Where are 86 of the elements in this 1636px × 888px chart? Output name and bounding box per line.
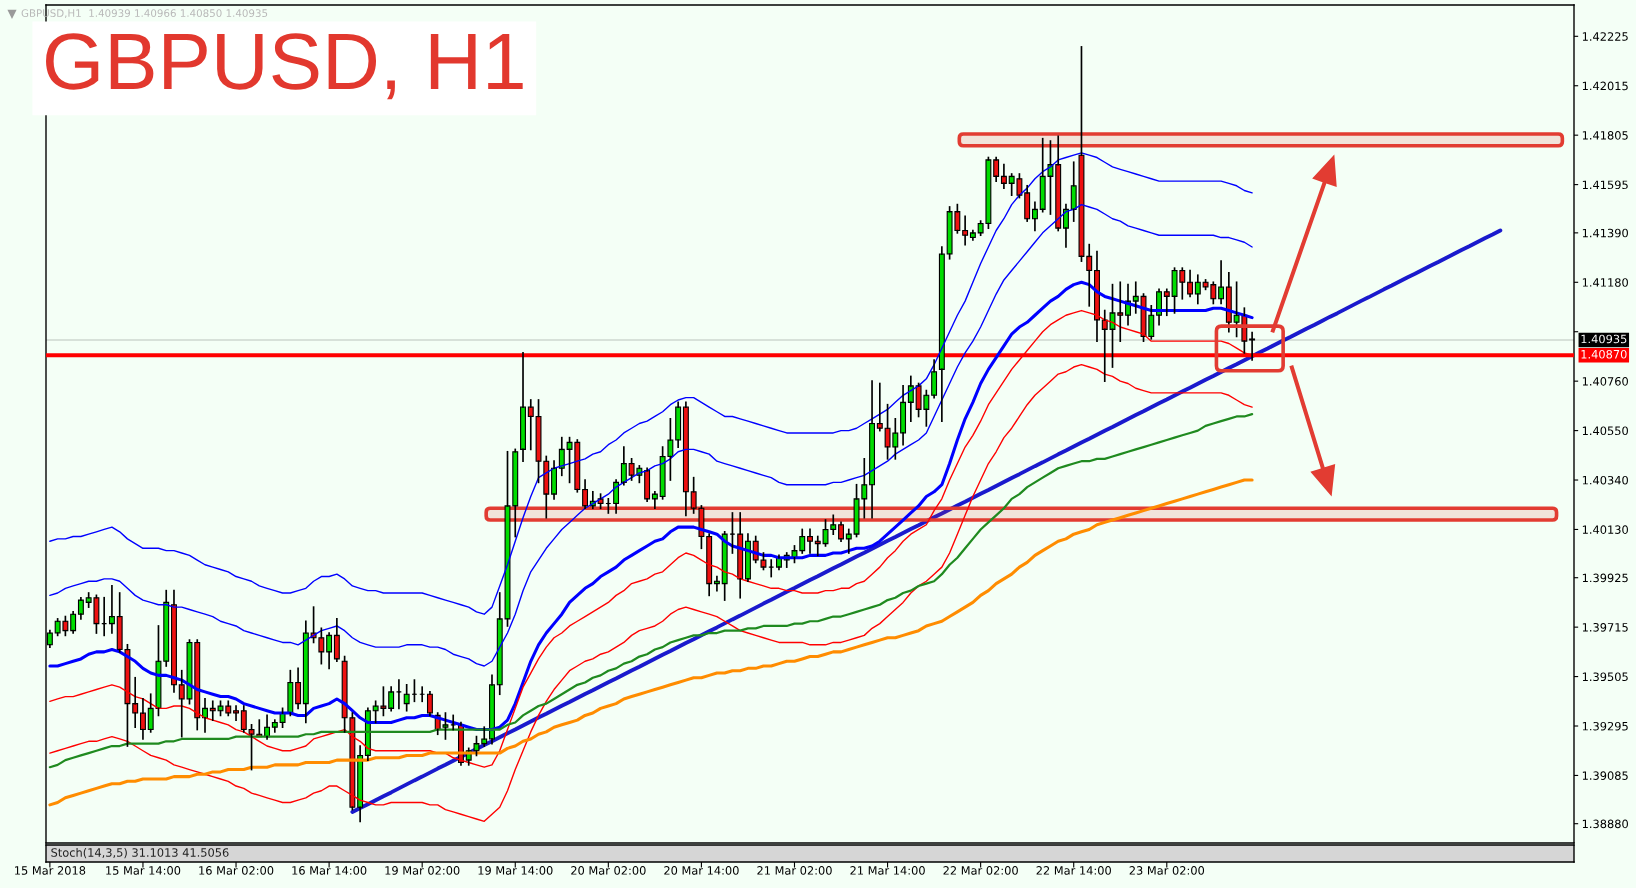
y-tick-label: 1.41390 xyxy=(1582,228,1628,238)
candlestick xyxy=(807,528,813,554)
x-tick-label: 20 Mar 02:00 xyxy=(571,866,646,875)
candlestick xyxy=(675,401,682,448)
candlestick xyxy=(1249,331,1256,361)
line-series xyxy=(48,413,1254,769)
candlestick xyxy=(737,512,744,599)
candlestick xyxy=(1194,274,1201,305)
candlestick xyxy=(108,585,115,634)
y-tick-label: 1.42015 xyxy=(1582,81,1628,91)
candlestick xyxy=(613,479,620,514)
candlestick xyxy=(302,620,309,724)
candlestick xyxy=(70,611,77,634)
ref-line-label: 1.40870 xyxy=(1581,349,1627,359)
candlestick xyxy=(271,719,278,733)
x-tick-label: 15 Mar 14:00 xyxy=(106,866,181,875)
candlestick xyxy=(1187,269,1194,298)
line-series xyxy=(49,152,1253,615)
candlestick xyxy=(287,669,294,717)
x-tick-label: 23 Mar 02:00 xyxy=(1129,866,1205,875)
candlestick xyxy=(139,698,146,740)
y-tick-label: 1.40760 xyxy=(1582,377,1628,386)
y-tick-label: 1.39925 xyxy=(1582,573,1628,583)
candlestick xyxy=(171,589,177,693)
candlestick xyxy=(938,246,945,423)
x-tick-label: 16 Mar 02:00 xyxy=(199,866,274,875)
candlestick xyxy=(931,359,938,399)
candlestick xyxy=(620,446,627,486)
candlestick xyxy=(682,401,689,517)
y-tick-label: 1.38880 xyxy=(1582,819,1628,829)
candlestick xyxy=(426,691,433,717)
y-tick-label: 1.41805 xyxy=(1582,131,1628,140)
candlestick xyxy=(744,533,751,583)
candlestick xyxy=(77,596,84,620)
candlestick xyxy=(489,674,495,745)
candlestick xyxy=(962,215,969,246)
candlestick xyxy=(1218,260,1225,305)
candlestick xyxy=(969,229,976,241)
x-tick-label: 21 Mar 02:00 xyxy=(757,866,832,875)
candlestick xyxy=(876,382,883,432)
candlestick xyxy=(333,618,340,663)
candlestick xyxy=(326,632,333,670)
candlestick xyxy=(644,467,651,503)
candlestick xyxy=(869,380,876,519)
candlestick xyxy=(706,533,713,597)
x-tick-label: 22 Mar 02:00 xyxy=(943,866,1018,875)
candlestick xyxy=(403,683,410,712)
text: Stoch(14,3,5) 31.1013 41.5056 xyxy=(51,847,229,859)
ref-line-label: 1.40935 xyxy=(1581,334,1627,344)
x-tick-label: 19 Mar 14:00 xyxy=(478,866,553,875)
y-tick-label: 1.39085 xyxy=(1582,771,1628,780)
candlestick xyxy=(295,667,302,710)
y-tick-label: 1.40340 xyxy=(1582,475,1628,485)
candlestick xyxy=(900,385,907,446)
y-tick-label: 1.41595 xyxy=(1582,180,1628,190)
y-tick-label: 1.41180 xyxy=(1582,278,1628,287)
y-tick-label: 1.40130 xyxy=(1582,525,1628,534)
line-series xyxy=(48,478,1254,807)
y-tick-label: 1.39715 xyxy=(1582,623,1628,632)
x-tick-label: 20 Mar 14:00 xyxy=(664,866,739,875)
candlestick xyxy=(1000,163,1007,189)
candlestick xyxy=(357,745,364,823)
x-tick-label: 16 Mar 14:00 xyxy=(292,866,367,875)
x-tick-label: 19 Mar 02:00 xyxy=(385,866,460,875)
y-tick-label: 1.40550 xyxy=(1582,426,1628,436)
candlestick xyxy=(388,686,395,712)
x-tick-label: 22 Mar 14:00 xyxy=(1036,866,1111,875)
x-tick-label: 21 Mar 14:00 xyxy=(850,866,925,875)
y-tick-label: 1.39295 xyxy=(1582,721,1628,731)
candlestick xyxy=(582,479,589,510)
y-tick-label: 1.42225 xyxy=(1582,32,1628,41)
x-tick-label: 15 Mar 2018 xyxy=(15,866,86,875)
candlestick xyxy=(551,460,558,500)
line-series xyxy=(350,228,1503,814)
candlestick xyxy=(132,676,139,729)
candlestick xyxy=(1225,272,1232,333)
line-series xyxy=(49,203,1253,667)
y-tick-label: 1.39505 xyxy=(1582,672,1628,682)
chart-title: GBPUSD, H1 xyxy=(46,33,523,100)
candlestick xyxy=(651,490,658,510)
candlestick xyxy=(1031,201,1038,232)
line-series xyxy=(49,363,1253,823)
candlestick xyxy=(520,352,526,463)
candlestick xyxy=(838,521,844,543)
candlestick xyxy=(1024,184,1031,222)
candlestick xyxy=(993,156,1000,182)
